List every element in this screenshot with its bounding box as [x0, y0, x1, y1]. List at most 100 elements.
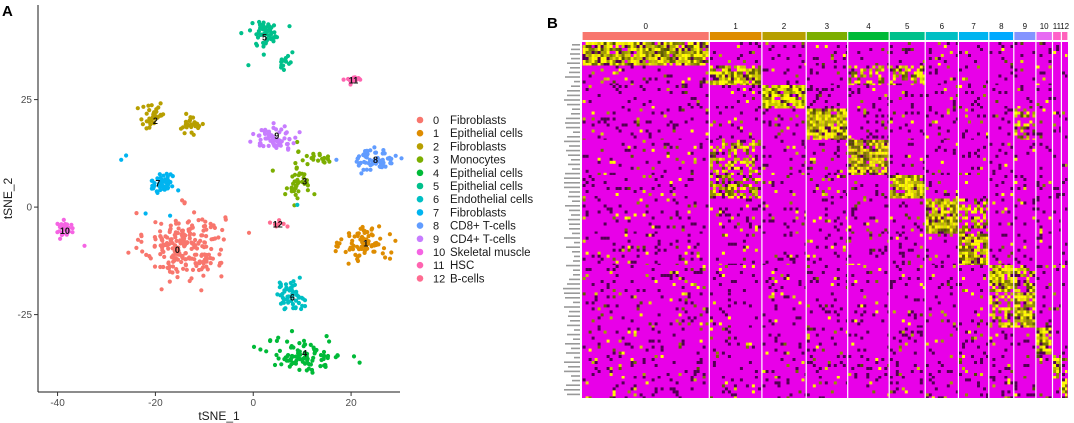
heatmap-cell — [839, 222, 843, 226]
heatmap-cell — [869, 132, 873, 136]
heatmap-cell — [965, 393, 968, 397]
heatmap-cell — [588, 100, 592, 103]
heatmap-cell — [998, 283, 1002, 286]
heatmap-cell — [681, 292, 685, 296]
heatmap-cell — [959, 228, 962, 232]
tsne-point-cluster-0 — [175, 269, 180, 274]
heatmap-cell — [727, 336, 731, 340]
heatmap-cell — [898, 181, 902, 184]
heatmap-cell — [848, 225, 852, 229]
heatmap-cell — [783, 295, 787, 299]
heatmap-cell — [1023, 265, 1027, 268]
heatmap-cell — [699, 145, 703, 149]
heatmap-cell — [745, 184, 749, 187]
heatmap-cell — [812, 111, 816, 115]
heatmap-cell — [798, 342, 802, 346]
heatmap-cell — [636, 51, 640, 54]
heatmap-cell — [977, 263, 980, 265]
heatmap-cell — [754, 83, 758, 86]
heatmap-cell — [582, 277, 586, 280]
heatmap-cell — [919, 233, 923, 237]
tsne-point-cluster-1 — [334, 244, 339, 249]
tsne-points — [55, 19, 404, 375]
heatmap-cell — [965, 378, 968, 382]
heatmap-cell — [630, 132, 634, 136]
heatmap-cell — [642, 373, 646, 376]
tsne-point-cluster-0 — [158, 234, 163, 239]
heatmap-cell — [889, 129, 893, 133]
heatmap-cell — [1065, 135, 1068, 139]
heatmap-cell — [777, 123, 781, 127]
heatmap-cell — [733, 151, 737, 155]
heatmap-cell — [836, 117, 840, 121]
heatmap-cell — [1036, 339, 1040, 343]
heatmap-cell — [618, 42, 622, 45]
heatmap-cluster-label-7: 7 — [971, 22, 976, 31]
heatmap-cell — [1039, 42, 1043, 45]
heatmap-cell — [715, 172, 719, 175]
heatmap-cell — [690, 172, 694, 175]
heatmap-cell — [721, 83, 725, 86]
heatmap-cell — [1017, 304, 1021, 308]
heatmap-cell — [919, 63, 923, 66]
heatmap-cell — [1017, 342, 1021, 346]
heatmap-cell — [818, 396, 822, 398]
heatmap-cell — [962, 263, 965, 265]
heatmap-cell — [609, 160, 613, 164]
heatmap-cell — [627, 60, 631, 63]
heatmap-cell — [733, 80, 737, 84]
heatmap-cell — [904, 51, 908, 54]
heatmap-cell — [869, 139, 873, 143]
heatmap-cell — [730, 172, 734, 175]
heatmap-cell — [974, 373, 977, 376]
heatmap-cell — [839, 196, 843, 199]
heatmap-cell — [962, 239, 965, 243]
heatmap-cell — [995, 280, 999, 283]
x-tick-label: -40 — [50, 398, 65, 409]
heatmap-cell — [1026, 313, 1030, 317]
heatmap-cell — [597, 57, 601, 60]
heatmap-cell — [1004, 271, 1008, 274]
heatmap-cell — [974, 219, 977, 223]
heatmap-cluster-bar-labels: 0 1 2 3 4 5 6 7 8 9 10 11 12 — [643, 22, 1069, 31]
heatmap-cell — [895, 172, 899, 175]
heatmap-cell — [863, 160, 867, 164]
heatmap-cell — [977, 207, 980, 211]
heatmap-cell — [919, 381, 923, 385]
heatmap-cell — [768, 286, 772, 289]
heatmap-cell — [827, 108, 831, 112]
heatmap-cell — [663, 274, 667, 277]
tsne-point-cluster-4 — [285, 339, 290, 344]
heatmap-cell — [678, 322, 682, 326]
heatmap-cell — [881, 48, 885, 51]
heatmap-cell — [721, 85, 725, 88]
heatmap-cell — [801, 88, 805, 91]
heatmap-cell — [727, 304, 731, 308]
heatmap-cell — [925, 207, 929, 211]
heatmap-cell — [774, 117, 778, 121]
heatmap-cell — [762, 384, 766, 388]
heatmap-cell — [1048, 48, 1052, 51]
heatmap-cell — [1045, 348, 1049, 352]
heatmap-cell — [615, 265, 619, 268]
heatmap-cell — [992, 313, 996, 317]
heatmap-cell — [928, 228, 932, 232]
heatmap-cell — [690, 48, 694, 51]
heatmap-cell — [881, 169, 885, 173]
heatmap-cell — [615, 71, 619, 75]
heatmap-cell — [860, 160, 864, 164]
heatmap-cell — [830, 106, 834, 109]
heatmap-cell — [786, 175, 790, 178]
heatmap-cell — [943, 219, 947, 223]
heatmap-cell — [1026, 97, 1030, 100]
heatmap-cell — [1004, 336, 1008, 340]
heatmap-cell — [654, 60, 658, 63]
heatmap-cell — [812, 135, 816, 139]
heatmap-cell — [600, 45, 604, 48]
heatmap-cell — [1032, 384, 1036, 388]
heatmap-cell — [907, 178, 911, 181]
heatmap-cell — [696, 54, 700, 57]
heatmap-cell — [591, 71, 595, 75]
heatmap-cell — [833, 251, 837, 255]
heatmap-cell — [633, 57, 637, 60]
